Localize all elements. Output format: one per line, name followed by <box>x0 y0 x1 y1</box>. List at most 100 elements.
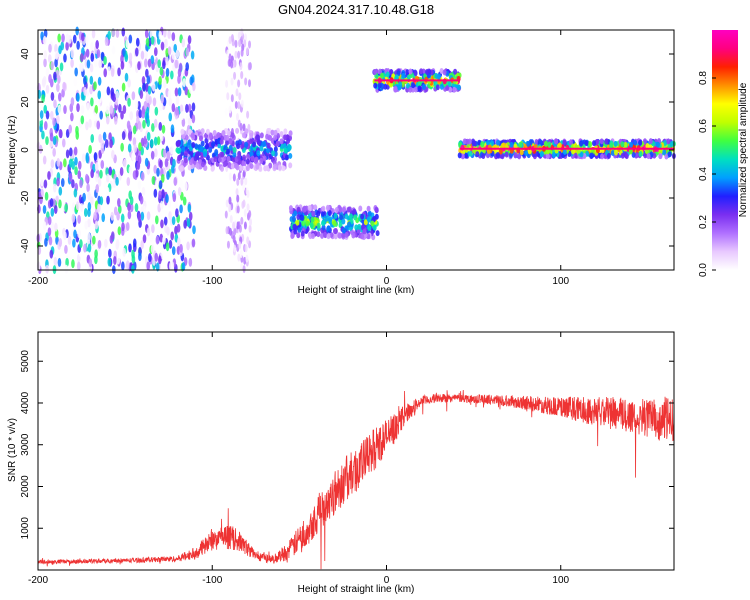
heatmap-cell <box>187 117 192 127</box>
heatmap-cell <box>232 221 236 230</box>
heatmap-cell <box>90 97 94 107</box>
heatmap-cell <box>595 139 600 146</box>
heatmap-cell <box>146 261 151 271</box>
heatmap-cell <box>230 94 234 103</box>
heatmap-cell <box>121 222 125 232</box>
heatmap-cell <box>225 134 230 141</box>
heatmap-cell <box>211 141 216 148</box>
heatmap-cell <box>224 210 228 219</box>
y-tick-label: -20 <box>20 190 31 205</box>
heatmap-cell <box>244 177 248 186</box>
heatmap-cell <box>341 218 346 225</box>
heatmap-cell <box>147 58 152 68</box>
y-tick-label: 4000 <box>20 391 31 414</box>
heatmap-cell <box>237 101 241 110</box>
heatmap-cell <box>88 258 93 268</box>
heatmap-cell <box>187 103 192 113</box>
heatmap-cell <box>642 138 647 145</box>
heatmap-cell <box>380 72 385 79</box>
heatmap-cell <box>534 138 539 145</box>
heatmap-cell <box>125 39 130 49</box>
heatmap-cell <box>326 233 331 240</box>
heatmap-cell <box>45 264 49 274</box>
heatmap-cell <box>109 104 114 114</box>
heatmap-cell <box>140 137 145 147</box>
heatmap-cell <box>191 142 196 149</box>
heatmap-cell <box>45 84 50 94</box>
heatmap-cell <box>179 243 183 253</box>
heatmap-cell <box>211 165 216 172</box>
heatmap-cell <box>95 173 99 183</box>
heatmap-cell <box>200 140 205 147</box>
heatmap-cell <box>134 99 139 109</box>
heatmap-cell <box>72 34 77 44</box>
heatmap-cell <box>309 222 314 229</box>
heatmap-cell <box>179 179 184 189</box>
heatmap-cell <box>240 262 244 271</box>
heatmap-cell <box>311 210 316 217</box>
heatmap-cell <box>105 105 110 115</box>
heatmap-cell <box>85 121 89 131</box>
heatmap-cell <box>113 255 117 265</box>
heatmap-cell <box>456 84 461 91</box>
heatmap-cell <box>147 85 152 95</box>
heatmap-cell <box>175 147 180 154</box>
heatmap-cell <box>52 117 56 127</box>
heatmap-cell <box>588 141 593 148</box>
heatmap-cell <box>112 179 117 189</box>
heatmap-cell <box>127 63 131 73</box>
heatmap-cell <box>232 147 237 154</box>
heatmap-cell <box>191 82 196 92</box>
heatmap-cell <box>242 154 247 161</box>
heatmap-cell <box>259 132 264 139</box>
heatmap-cell <box>648 138 653 145</box>
heatmap-feature-main-branch <box>175 127 293 173</box>
heatmap-cell <box>54 222 58 232</box>
heatmap-cell <box>225 199 229 208</box>
heatmap-cell <box>293 228 298 235</box>
heatmap-cell <box>344 213 349 220</box>
heatmap-cell <box>64 203 68 213</box>
heatmap-cell <box>161 115 166 125</box>
heatmap-cell <box>292 223 297 230</box>
heatmap-cell <box>166 150 171 160</box>
y-tick-label: 3000 <box>20 433 31 456</box>
heatmap-cell <box>139 195 144 205</box>
heatmap-cell <box>131 152 136 162</box>
heatmap-cell <box>600 153 605 160</box>
heatmap-cell <box>310 216 315 223</box>
heatmap-cell <box>270 129 275 136</box>
heatmap-cell <box>87 243 92 253</box>
heatmap-cell <box>300 214 305 221</box>
heatmap-cell <box>115 239 120 249</box>
heatmap-cell <box>286 137 291 144</box>
heatmap-cell <box>222 161 227 168</box>
heatmap-cell <box>230 77 234 86</box>
heatmap-cell <box>628 148 633 155</box>
heatmap-cell <box>606 152 611 159</box>
heatmap-cell <box>228 227 232 236</box>
heatmap-cell <box>90 169 94 179</box>
heatmap-cell <box>373 82 378 89</box>
heatmap-cell <box>177 119 182 129</box>
heatmap-cell <box>238 92 242 101</box>
heatmap-cell <box>71 213 76 223</box>
heatmap-cell <box>142 82 146 92</box>
heatmap-cell <box>230 60 234 69</box>
heatmap-cell <box>139 89 144 99</box>
heatmap-cell <box>237 158 242 165</box>
heatmap-cell <box>164 38 168 48</box>
heatmap-cell <box>366 205 371 212</box>
heatmap-cell <box>181 133 186 140</box>
heatmap-cell <box>74 166 78 176</box>
heatmap-cell <box>87 191 91 201</box>
heatmap-cell <box>185 47 190 57</box>
heatmap-cell <box>45 110 50 120</box>
heatmap-cell <box>56 157 61 167</box>
heatmap-cell <box>321 220 326 227</box>
heatmap-cell <box>186 218 191 228</box>
heatmap-cell <box>81 32 85 42</box>
heatmap-cell <box>63 53 67 63</box>
heatmap-cell <box>131 91 136 101</box>
heatmap-cell <box>212 129 217 136</box>
